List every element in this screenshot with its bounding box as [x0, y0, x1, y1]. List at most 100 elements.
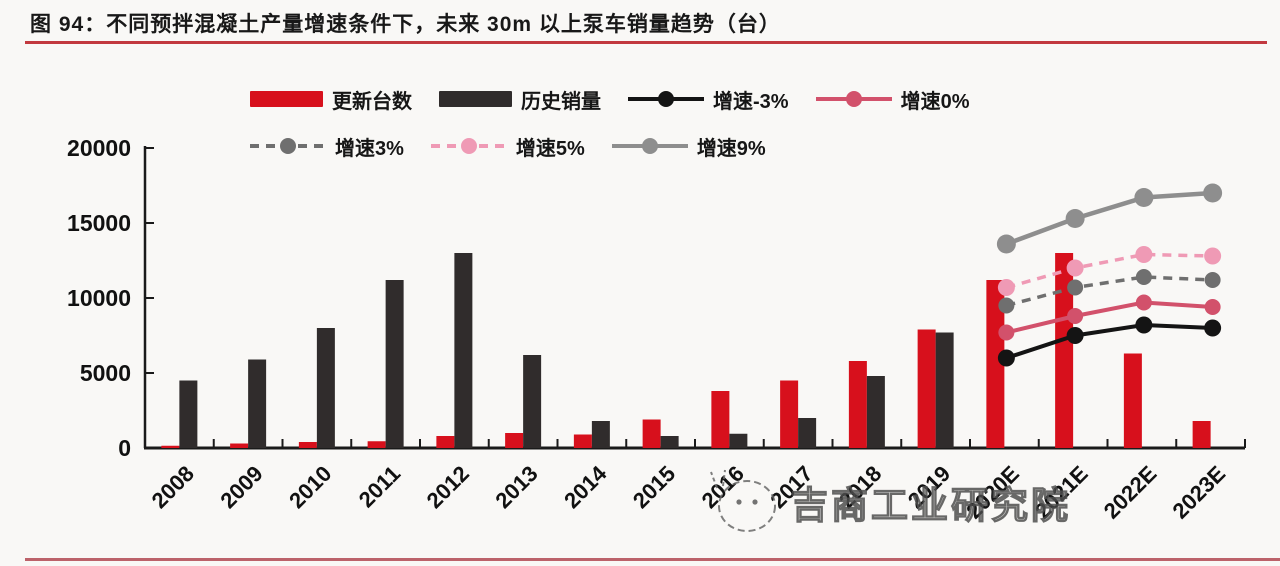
- line-增速3%: [1005, 275, 1213, 308]
- point-增速0%: [1067, 308, 1084, 324]
- line-dot-icon: [280, 138, 296, 154]
- point-增速5%: [1066, 259, 1084, 277]
- bar-更新台数: [917, 329, 936, 448]
- gray-dashed-line-marker: [250, 138, 326, 154]
- y-axis-tick-label: 20000: [67, 135, 131, 161]
- y-axis-tick-label: 5000: [80, 360, 131, 386]
- point-增速3%: [1204, 272, 1221, 288]
- x-axis-label: 2014: [559, 460, 612, 513]
- point-增速9%: [1134, 188, 1154, 207]
- line-增速5%: [1005, 252, 1213, 290]
- legend-row-2: 增速3% 增速5% 增速9%: [250, 129, 969, 163]
- bar-历史销量: [316, 328, 335, 448]
- x-axis-label: 2012: [422, 461, 474, 513]
- x-axis-label: 2017: [765, 461, 817, 513]
- bar-历史销量: [523, 355, 542, 448]
- y-axis-tick-label: 0: [118, 435, 131, 461]
- point-增速-3%: [997, 349, 1015, 367]
- point-增速0%: [998, 324, 1015, 341]
- legend-label: 更新台数: [332, 90, 412, 113]
- bar-历史销量: [385, 280, 404, 448]
- point-增速3%: [1135, 269, 1152, 285]
- y-axis-tick-label: 10000: [67, 285, 131, 311]
- line-增速-3%: [1005, 322, 1213, 360]
- title-underline: [25, 41, 1267, 44]
- legend-label: 增速-3%: [713, 90, 789, 113]
- pink-dashed-line-marker: [430, 138, 507, 154]
- bar-历史销量: [248, 359, 267, 448]
- bar-历史销量: [798, 418, 817, 448]
- x-axis-label: 2013: [490, 461, 542, 513]
- legend-item-historical-sales: 历史销量: [439, 85, 601, 114]
- bar-历史销量: [866, 376, 885, 448]
- bar-历史销量: [454, 253, 473, 448]
- legend-item-growth-9: 增速9%: [611, 132, 766, 161]
- bar-历史销量: [591, 421, 610, 448]
- legend-item-growth-0: 增速0%: [815, 85, 970, 114]
- line-dot-icon: [460, 138, 477, 154]
- point-增速-3%: [1135, 316, 1153, 334]
- bar-更新台数: [298, 442, 317, 448]
- bar-更新台数: [161, 445, 180, 448]
- legend-item-renewal-count: 更新台数: [250, 85, 412, 114]
- bar-更新台数: [1192, 421, 1211, 448]
- legend-item-growth-5: 增速5%: [430, 132, 585, 161]
- x-axis-label: 2021E: [1030, 461, 1093, 524]
- bar-历史销量: [729, 433, 748, 448]
- x-axis-label: 2008: [147, 461, 199, 513]
- legend-label: 增速5%: [515, 137, 585, 160]
- x-axis-label: 2023E: [1167, 461, 1230, 524]
- point-增速5%: [1135, 246, 1153, 263]
- bar-更新台数: [642, 419, 661, 448]
- point-增速9%: [1203, 183, 1223, 203]
- x-axis-label: 2016: [697, 461, 749, 513]
- legend-item-growth-3: 增速3%: [250, 132, 404, 161]
- point-增速3%: [998, 297, 1015, 314]
- gray-line-marker: [611, 138, 688, 154]
- red-bar-swatch: [250, 91, 323, 107]
- point-增速9%: [1065, 209, 1085, 228]
- bar-更新台数: [1123, 353, 1142, 448]
- line-增速0%: [1005, 300, 1213, 335]
- y-axis-tick-label: 15000: [67, 210, 131, 236]
- line-dot-icon: [658, 91, 674, 107]
- x-axis-label: 2022E: [1099, 461, 1162, 524]
- point-增速0%: [1204, 299, 1221, 315]
- black-line-marker: [628, 91, 704, 107]
- legend-label: 增速9%: [696, 137, 766, 160]
- dark-bar-swatch: [439, 91, 512, 107]
- bar-更新台数: [711, 391, 730, 448]
- point-增速-3%: [1204, 319, 1222, 337]
- legend-label: 历史销量: [521, 90, 601, 113]
- point-增速-3%: [1066, 327, 1084, 344]
- x-axis-label: 2015: [628, 461, 680, 513]
- bottom-divider: [25, 558, 1280, 561]
- x-axis-label: 2018: [834, 461, 886, 513]
- rose-line-marker: [815, 91, 892, 107]
- chart-legend: 更新台数 历史销量 增速-3% 增速0% 增速3% 增速5%: [250, 82, 969, 163]
- x-axis-label: 2010: [284, 461, 336, 513]
- bar-历史销量: [660, 436, 679, 448]
- line-增速9%: [1005, 190, 1213, 247]
- bar-更新台数: [1055, 253, 1074, 448]
- bar-更新台数: [230, 443, 249, 448]
- bar-更新台数: [986, 280, 1005, 448]
- point-增速0%: [1135, 294, 1152, 311]
- bar-更新台数: [436, 436, 455, 448]
- x-axis-label: 2019: [903, 461, 955, 513]
- point-增速5%: [1204, 247, 1222, 265]
- line-dot-icon: [845, 91, 862, 107]
- point-增速3%: [1067, 279, 1084, 296]
- legend-label: 增速0%: [900, 90, 970, 113]
- x-axis-label: 2011: [354, 461, 405, 512]
- bar-更新台数: [848, 361, 867, 448]
- bar-更新台数: [367, 441, 386, 448]
- bar-历史销量: [179, 380, 198, 448]
- bar-更新台数: [505, 433, 524, 448]
- point-增速9%: [996, 234, 1016, 254]
- legend-label: 增速3%: [335, 137, 404, 160]
- point-增速5%: [997, 279, 1015, 296]
- figure-title: 图 94：不同预拌混凝土产量增速条件下，未来 30m 以上泵车销量趋势（台）: [30, 13, 781, 36]
